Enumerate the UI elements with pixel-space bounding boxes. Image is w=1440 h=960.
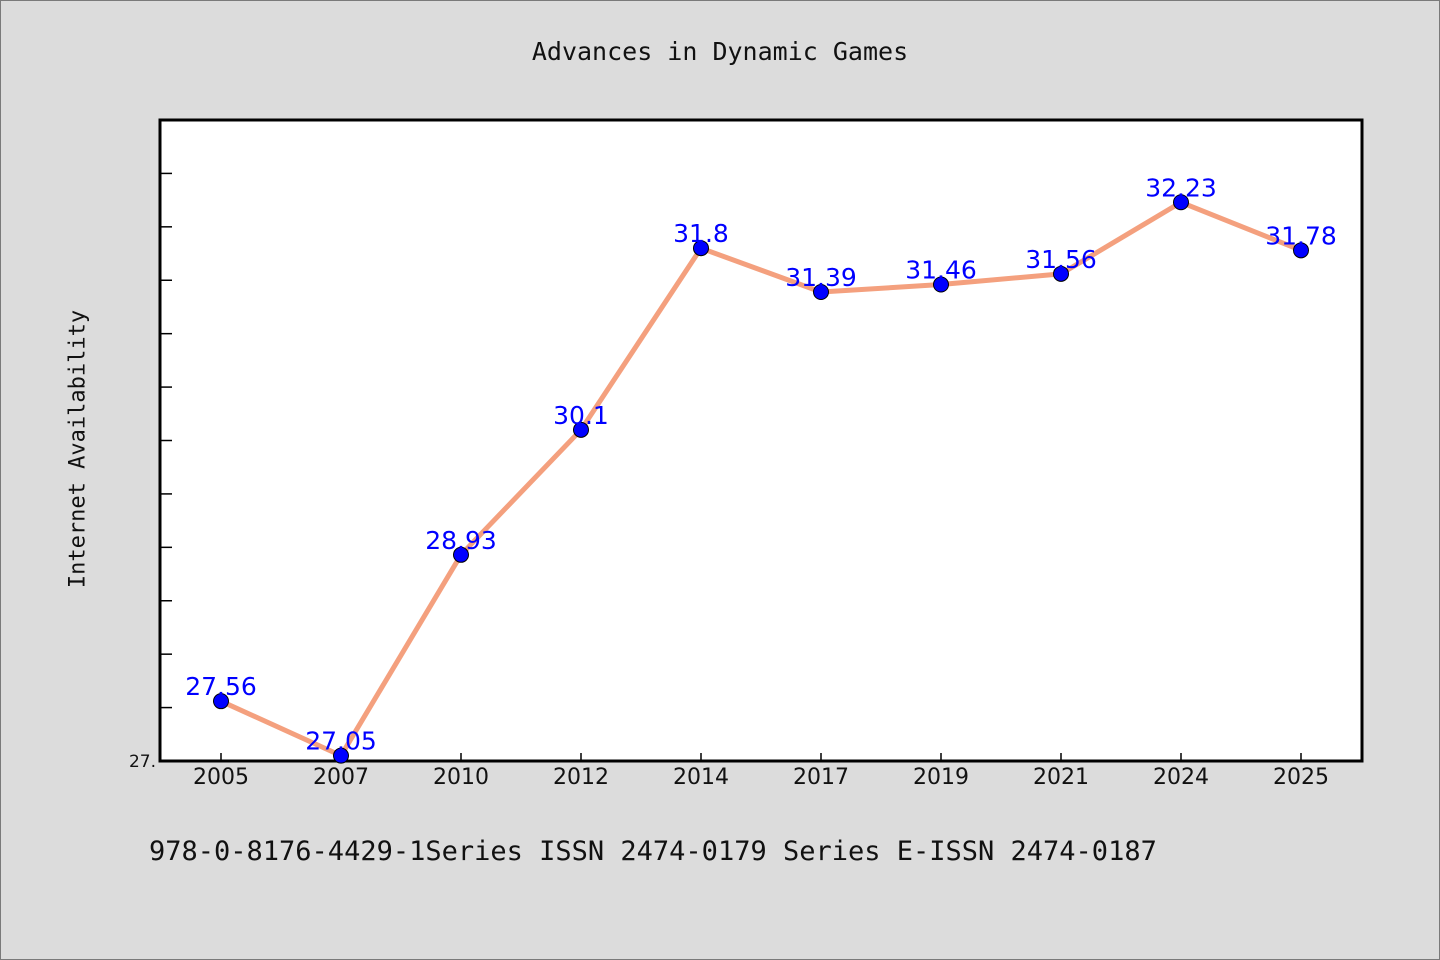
data-point xyxy=(213,693,229,710)
data-point xyxy=(933,276,949,293)
data-point xyxy=(1173,194,1189,211)
data-label: 27.05 xyxy=(305,727,377,756)
x-tick-label: 2025 xyxy=(1273,765,1329,790)
data-label: 31.56 xyxy=(1025,245,1097,274)
data-label: 31.46 xyxy=(905,256,977,285)
series-line xyxy=(218,199,1304,759)
data-label: 27.56 xyxy=(185,672,257,701)
x-tick-label: 2019 xyxy=(913,765,969,790)
chart-title: Advances in Dynamic Games xyxy=(531,37,909,66)
x-tick-label: 2024 xyxy=(1153,765,1209,790)
data-point xyxy=(813,284,829,301)
x-tick-label: 2014 xyxy=(673,765,729,790)
x-tick-label: 2007 xyxy=(313,765,369,790)
data-point xyxy=(693,240,709,257)
x-tick-label: 2017 xyxy=(793,765,849,790)
data-label: 32.23 xyxy=(1145,173,1217,202)
x-axis-ticks: 2005 2007 2010 2012 2014 2017 2019 2021 2024 2025 xyxy=(193,753,1329,790)
data-label: 28.93 xyxy=(425,526,497,555)
data-label: 31.8 xyxy=(673,219,729,248)
x-tick-label: 2012 xyxy=(553,765,609,790)
footer-text: 978-0-8176-4429-1Series ISSN 2474-0179 S… xyxy=(149,836,1157,867)
x-tick-label: 2010 xyxy=(433,765,489,790)
data-point xyxy=(1293,242,1309,259)
data-point xyxy=(453,546,469,563)
data-point xyxy=(1053,265,1069,282)
y-axis-ticks: 27. xyxy=(129,172,172,772)
data-label: 31.78 xyxy=(1265,221,1337,250)
series-layer: 27.56 27.05 28.93 30.1 31.8 31.39 31.46 31.56 32… xyxy=(185,173,1337,764)
data-point xyxy=(573,421,589,438)
y-tick-label: 27. xyxy=(129,752,156,772)
x-tick-label: 2005 xyxy=(193,765,249,790)
plot-area xyxy=(158,118,1364,763)
data-point xyxy=(333,747,349,764)
data-label: 31.39 xyxy=(785,263,857,292)
data-label: 30.1 xyxy=(553,401,609,430)
x-tick-label: 2021 xyxy=(1033,765,1089,790)
